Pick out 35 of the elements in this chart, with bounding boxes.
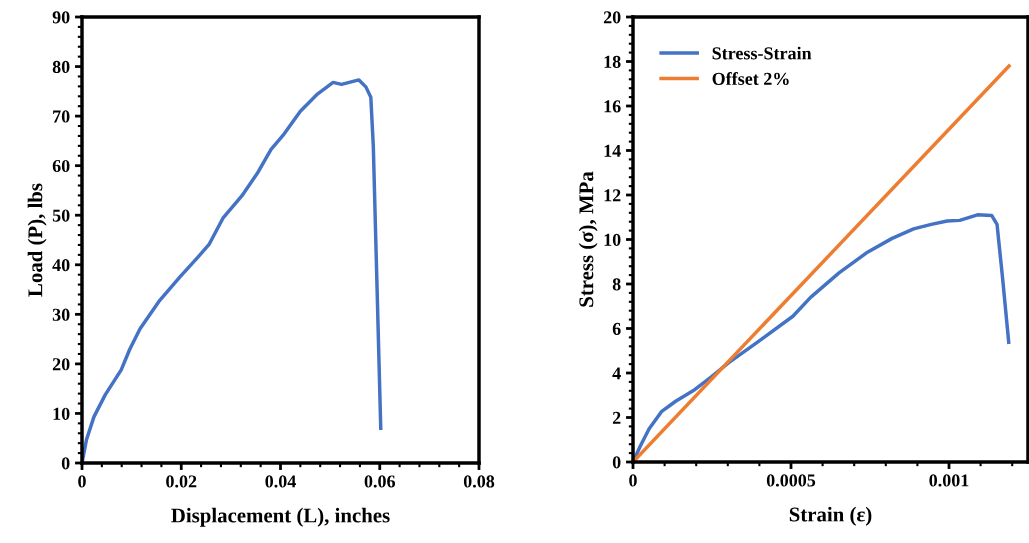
y-tick-label: 50: [52, 209, 70, 222]
legend-label: Stress-Strain: [712, 46, 812, 60]
x-tick-label: 0.0005: [766, 474, 816, 487]
x-tick-label: 0: [78, 475, 86, 488]
y-tick-label: 40: [52, 259, 70, 272]
y-tick-label: 10: [604, 233, 621, 246]
y-tick-label: 20: [52, 358, 70, 371]
y-tick-label: 14: [604, 144, 621, 157]
y-tick-label: 12: [604, 189, 621, 202]
x-axis-title: Displacement (L), inches: [171, 507, 390, 527]
x-tick-label: 0.001: [929, 474, 969, 487]
x-tick-label: 0.04: [265, 475, 296, 488]
y-tick-label: 80: [52, 60, 70, 73]
y-tick-label: 0: [61, 457, 70, 470]
x-tick-label: 0.08: [463, 475, 495, 488]
y-tick-label: 30: [52, 308, 70, 321]
y-tick-label: 90: [52, 11, 70, 24]
y-tick-label: 70: [53, 110, 70, 123]
x-axis-title: Strain (ε): [789, 506, 872, 526]
y-tick-label: 18: [604, 55, 621, 68]
y-tick-label: 20: [603, 11, 621, 24]
x-tick-label: 0.06: [364, 475, 396, 488]
y-tick-label: 60: [52, 159, 70, 173]
legend-label: Offset 2%: [712, 72, 789, 85]
y-axis-title: Stress (σ), MPa: [578, 171, 598, 307]
y-tick-label: 16: [604, 100, 621, 113]
y-tick-label: 0: [612, 456, 621, 469]
y-tick-label: 2: [612, 411, 621, 424]
y-axis-title: Load (P), lbs: [27, 183, 47, 297]
y-tick-label: 4: [612, 367, 621, 380]
y-tick-label: 10: [53, 407, 70, 420]
x-tick-label: 0.02: [166, 475, 197, 488]
x-tick-label: 0: [629, 474, 637, 487]
y-tick-label: 6: [612, 322, 621, 335]
y-tick-label: 8: [612, 278, 621, 291]
